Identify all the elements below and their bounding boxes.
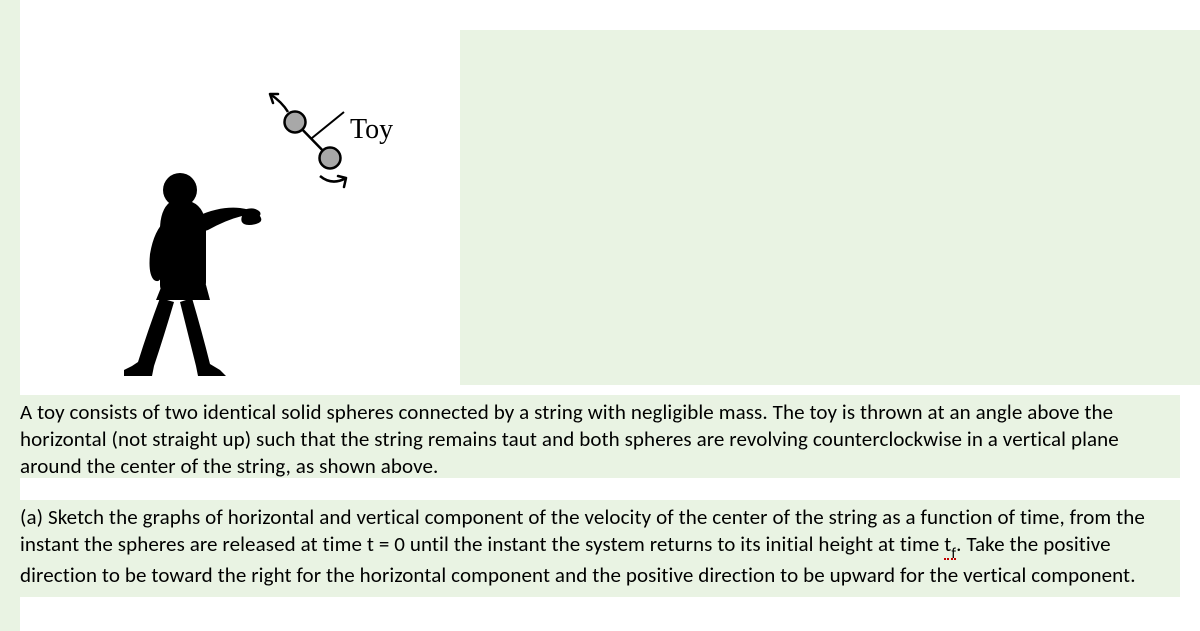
tint-panel xyxy=(460,30,1200,385)
page: Toy A toy consists of two identical soli… xyxy=(0,0,1200,631)
person-silhouette xyxy=(124,173,261,376)
toy-label: Toy xyxy=(350,114,393,146)
problem-part-a-text: (a) Sketch the graphs of horizontal and … xyxy=(20,504,1180,589)
paragraph-gap xyxy=(20,478,1180,500)
toy-icon xyxy=(285,112,341,169)
problem-intro-text: A toy consists of two identical solid sp… xyxy=(20,399,1180,480)
figure-svg xyxy=(20,30,460,385)
label-leader xyxy=(312,112,344,138)
figure-panel: Toy xyxy=(20,30,460,385)
problem-intro-block: A toy consists of two identical solid sp… xyxy=(20,395,1180,488)
problem-part-a-block: (a) Sketch the graphs of horizontal and … xyxy=(20,500,1180,597)
arrow-top-sphere xyxy=(270,94,288,112)
left-gutter xyxy=(0,0,20,631)
tf-sub: f xyxy=(951,545,956,563)
arrow-bottom-sphere xyxy=(320,176,346,187)
tf-symbol: tf xyxy=(944,531,956,560)
